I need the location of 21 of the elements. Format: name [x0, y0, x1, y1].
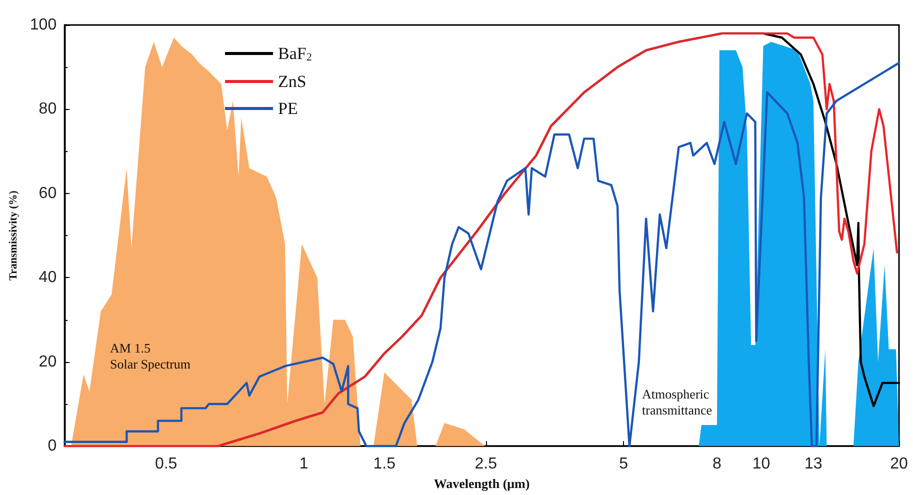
y-tick-label: 60	[38, 184, 57, 202]
x-tick-label: 2.5	[474, 456, 498, 473]
x-tick-label: 5	[619, 456, 628, 473]
y-tick-label: 80	[38, 100, 57, 118]
annotation: AM 1.5 Solar Spectrum	[110, 340, 191, 372]
legend-label: PE	[278, 99, 298, 118]
x-axis-title: Wavelength (μm)	[434, 476, 530, 491]
x-tick-label: 10	[752, 456, 770, 473]
annotation: Atmospheric transmittance	[642, 386, 712, 418]
x-tick-label: 8	[712, 456, 722, 473]
x-tick-label: 20	[890, 456, 908, 473]
x-tick-label: 1	[299, 456, 308, 473]
y-axis-title: Transmissivity (%)	[8, 190, 20, 281]
x-tick-label: 0.5	[154, 456, 178, 473]
x-tick-label: 1.5	[373, 456, 396, 473]
y-tick-label: 40	[38, 269, 57, 286]
y-tick-label: 20	[38, 353, 57, 370]
y-tick-label: 100	[30, 16, 57, 34]
legend-label: ZnS	[278, 72, 306, 91]
y-tick-label: 0	[48, 438, 57, 455]
x-tick-label: 13	[804, 456, 822, 473]
